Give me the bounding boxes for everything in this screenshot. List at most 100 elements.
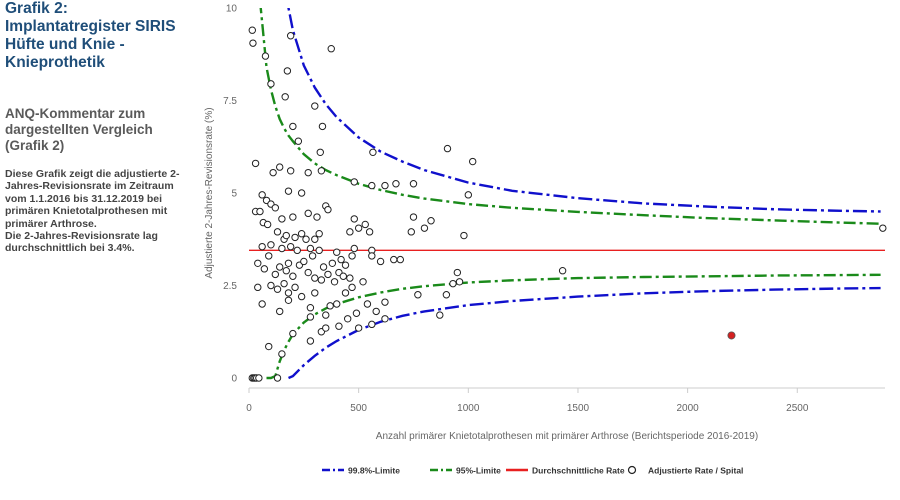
hospital-point: [341, 289, 350, 297]
hospital-point: [315, 246, 323, 255]
hospital-point: [306, 313, 315, 321]
hospital-point: [249, 39, 257, 47]
hospital-point: [368, 252, 376, 260]
hospital-points: [248, 26, 887, 382]
hospital-point: [427, 217, 435, 225]
hospital-point: [311, 235, 319, 243]
hospital-point: [278, 244, 286, 253]
hospital-point: [442, 291, 451, 299]
hospital-point: [297, 292, 306, 301]
hospital-point: [261, 52, 270, 60]
hospital-point: [317, 167, 326, 175]
hospital-point: [381, 315, 389, 323]
hospital-point: [381, 181, 389, 190]
hospital-point: [365, 228, 374, 236]
hospital-point: [409, 180, 418, 188]
hospital-point: [420, 224, 429, 232]
x-tick-label: 2500: [786, 403, 809, 414]
highlighted-hospital-point: [727, 331, 736, 340]
hospital-point: [297, 189, 306, 197]
hospital-point: [350, 215, 358, 223]
legend-label: Durchschnittliche Rate: [532, 466, 625, 476]
comment-panel: Grafik 2: Implantatregister SIRIS Hüfte …: [5, 0, 193, 255]
hospital-point: [348, 252, 356, 260]
hospital-point: [460, 231, 468, 240]
hospital-point: [319, 263, 328, 271]
x-tick-label: 2000: [676, 403, 699, 414]
hospital-point: [286, 242, 295, 251]
hospital-point: [354, 224, 363, 232]
hospital-point: [255, 374, 263, 382]
hospital-point: [267, 281, 275, 290]
hospital-point: [341, 261, 350, 269]
hospital-point: [879, 224, 887, 232]
hospital-point: [346, 274, 354, 282]
hospital-point: [273, 374, 282, 382]
hospital-point: [322, 324, 330, 332]
hospital-point: [304, 268, 312, 277]
chart-heading: Grafik 2: Implantatregister SIRIS Hüfte …: [5, 0, 176, 71]
hospital-point: [328, 259, 337, 267]
hospital-point: [558, 267, 567, 275]
hospital-point: [278, 350, 286, 358]
hospital-point: [306, 337, 315, 345]
hospital-point: [369, 148, 377, 157]
funnel-plot-svg: 0 500 1000 1500 2000 2500 0 2.5 5 7.5 10 Anzahl pr…: [204, 4, 887, 476]
upper95-limit-line: [259, 8, 881, 225]
hospital-point: [258, 242, 266, 251]
hospital-point: [265, 342, 273, 351]
hospital-point: [300, 257, 308, 266]
legend: 99.8%-Limite 95%-Limite Durchschnittliche …: [322, 466, 743, 476]
y-tick-label: 2.5: [223, 281, 237, 292]
hospital-point: [350, 178, 358, 186]
hospital-point: [409, 213, 418, 221]
hospital-point: [267, 80, 275, 88]
legend-symbol: [627, 465, 637, 475]
hospital-point: [258, 300, 266, 308]
hospital-point: [317, 276, 326, 284]
hospital-point: [326, 302, 334, 310]
hospital-point: [306, 244, 315, 253]
hospital-point: [316, 148, 324, 157]
hospital-point: [276, 263, 284, 271]
hospital-point: [468, 157, 477, 166]
hospital-point: [390, 255, 398, 264]
legend-label: Adjustierte Rate / Spital: [648, 466, 743, 476]
hospital-point: [280, 279, 288, 288]
hospital-point: [282, 231, 290, 240]
hospital-point: [381, 298, 389, 306]
limit-lines: [249, 8, 885, 380]
hospital-point: [289, 213, 297, 221]
x-axis-label: Anzahl primärer Knietotalprothesen mit p…: [376, 431, 758, 442]
hospital-point: [368, 320, 376, 329]
hospital-point: [354, 324, 363, 332]
hospital-point: [453, 268, 462, 277]
hospital-point: [282, 267, 290, 275]
hospital-point: [339, 272, 348, 280]
axes: 0 500 1000 1500 2000 2500 0 2.5 5 7.5 10: [223, 4, 885, 414]
hospital-point: [281, 93, 289, 101]
hospital-point: [284, 289, 293, 297]
hospital-point: [276, 163, 284, 171]
hospital-point: [289, 122, 297, 131]
hospital-point: [284, 296, 293, 304]
hospital-point: [289, 329, 297, 338]
hospital-point: [376, 257, 385, 266]
hospital-point: [291, 233, 299, 242]
hospital-point: [278, 215, 286, 223]
hospital-point: [302, 235, 310, 243]
hospital-point: [284, 259, 293, 267]
hospital-point: [286, 167, 295, 175]
hospital-point: [271, 204, 280, 212]
funnel-plot: 0 500 1000 1500 2000 2500 0 2.5 5 7.5 10 Anzahl pr…: [190, 0, 900, 495]
comment-title: ANQ-Kommentar zum dargestellten Vergleic…: [5, 106, 153, 153]
hospital-point: [311, 274, 319, 282]
hospital-point: [322, 311, 330, 319]
hospital-point: [311, 289, 319, 297]
hospital-point: [318, 122, 327, 131]
hospital-point: [436, 311, 444, 319]
hospital-point: [368, 181, 376, 190]
hospital-point: [308, 252, 317, 260]
y-tick-label: 10: [226, 4, 238, 15]
lower998-limit-line: [288, 286, 881, 380]
